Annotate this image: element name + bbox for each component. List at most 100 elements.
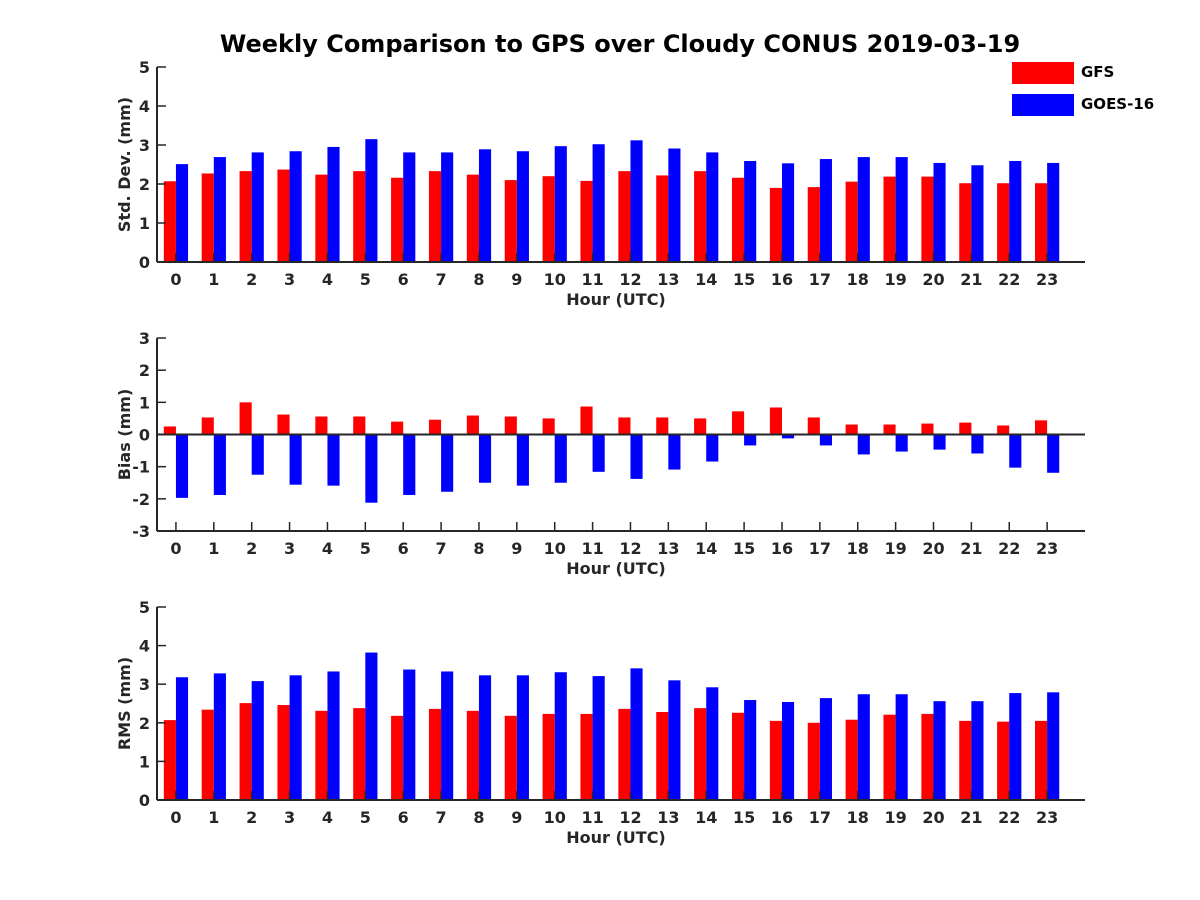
- rms-bar-gfs-hour-23: [1035, 720, 1048, 800]
- rms-bar-gfs-hour-2: [239, 703, 252, 800]
- std-dev-x-tick-label: 2: [246, 270, 257, 289]
- rms-bar-goes16-hour-4: [327, 671, 340, 800]
- rms-y-tick-label: 1: [139, 752, 150, 771]
- bias-bar-gfs-hour-12: [618, 417, 631, 435]
- bias-bar-gfs-hour-11: [580, 406, 593, 435]
- std-dev-bar-gfs-hour-21: [959, 183, 972, 262]
- std-dev-bar-goes16-hour-10: [554, 146, 567, 262]
- rms-bar-gfs-hour-1: [201, 709, 214, 800]
- bias-bar-goes16-hour-9: [516, 434, 529, 486]
- rms-bar-goes16-hour-8: [478, 675, 492, 800]
- bias-bar-gfs-hour-9: [504, 416, 517, 435]
- rms-bar-goes16-hour-14: [706, 687, 719, 800]
- rms-bar-gfs-hour-3: [277, 705, 290, 800]
- bias-x-tick-label: 11: [581, 539, 603, 558]
- rms-x-tick-label: 19: [884, 808, 906, 827]
- bias-bar-gfs-hour-3: [277, 414, 290, 435]
- rms-bar-goes16-hour-3: [289, 675, 302, 800]
- rms-bar-goes16-hour-6: [403, 669, 416, 800]
- std-dev-y-tick-label: 3: [139, 136, 150, 155]
- std-dev-bar-gfs-hour-20: [921, 176, 934, 262]
- legend-label-gfs: GFS: [1081, 63, 1115, 81]
- bias-bar-goes16-hour-11: [592, 434, 605, 472]
- rms-x-tick-label: 4: [322, 808, 333, 827]
- rms-bar-goes16-hour-18: [857, 694, 870, 800]
- rms-bar-gfs-hour-18: [845, 719, 858, 800]
- std-dev-bar-gfs-hour-16: [769, 187, 782, 262]
- rms-bar-gfs-hour-19: [883, 714, 896, 800]
- std-dev-bar-goes16-hour-17: [819, 159, 832, 262]
- rms-y-axis-label: RMS (mm): [115, 657, 134, 750]
- bias-bar-goes16-hour-3: [289, 434, 302, 485]
- rms-bar-gfs-hour-10: [542, 713, 555, 800]
- std-dev-x-tick-label: 0: [170, 270, 181, 289]
- std-dev-bar-gfs-hour-18: [845, 181, 858, 262]
- bias-x-tick-label: 10: [544, 539, 566, 558]
- bias-bar-gfs-hour-1: [201, 417, 214, 435]
- std-dev-bar-gfs-hour-9: [504, 180, 517, 262]
- bias-x-axis-label: Hour (UTC): [566, 559, 666, 578]
- rms-x-tick-label: 15: [733, 808, 755, 827]
- bias-x-tick-label: 19: [884, 539, 906, 558]
- rms-x-tick-label: 21: [960, 808, 982, 827]
- bias-y-axis-label: Bias (mm): [115, 389, 134, 481]
- std-dev-bar-goes16-hour-9: [516, 151, 529, 262]
- std-dev-bar-goes16-hour-23: [1047, 162, 1060, 262]
- rms-x-tick-label: 2: [246, 808, 257, 827]
- bias-bar-gfs-hour-19: [883, 424, 896, 435]
- bias-bar-goes16-hour-1: [213, 434, 226, 495]
- bias-bar-gfs-hour-17: [807, 417, 820, 435]
- std-dev-x-tick-label: 11: [581, 270, 603, 289]
- std-dev-bar-goes16-hour-7: [441, 152, 454, 262]
- bias-y-tick-label: 1: [139, 393, 150, 412]
- std-dev-x-tick-label: 3: [284, 270, 295, 289]
- std-dev-bar-goes16-hour-2: [251, 152, 264, 262]
- bias-bar-goes16-hour-22: [1009, 434, 1022, 468]
- bias-bar-goes16-hour-5: [365, 434, 378, 503]
- bias-bar-goes16-hour-7: [441, 434, 454, 492]
- std-dev-bar-goes16-hour-19: [895, 157, 908, 262]
- bias-bar-goes16-hour-2: [251, 434, 264, 475]
- std-dev-y-tick-label: 4: [139, 97, 150, 116]
- rms-x-tick-label: 10: [544, 808, 566, 827]
- rms-bar-gfs-hour-6: [391, 715, 404, 800]
- bias-x-tick-label: 5: [360, 539, 371, 558]
- std-dev-x-tick-label: 16: [771, 270, 793, 289]
- bias-bar-goes16-hour-10: [554, 434, 567, 483]
- bias-bar-gfs-hour-2: [239, 402, 252, 435]
- bias-bar-goes16-hour-18: [857, 434, 870, 455]
- rms-bar-goes16-hour-19: [895, 694, 908, 800]
- bias-x-tick-label: 17: [809, 539, 831, 558]
- bias-bar-gfs-hour-13: [656, 417, 669, 435]
- bias-bar-gfs-hour-16: [769, 407, 782, 435]
- bias-bar-goes16-hour-21: [971, 434, 984, 454]
- rms-bar-goes16-hour-17: [819, 698, 832, 800]
- rms-bar-gfs-hour-21: [959, 720, 972, 800]
- rms-bar-goes16-hour-15: [744, 700, 757, 800]
- rms-bar-goes16-hour-12: [630, 668, 643, 800]
- bias-bar-gfs-hour-6: [391, 421, 404, 435]
- rms-x-tick-label: 16: [771, 808, 793, 827]
- rms-bar-gfs-hour-8: [466, 710, 479, 800]
- std-dev-x-tick-label: 9: [511, 270, 522, 289]
- rms-bar-gfs-hour-4: [315, 710, 328, 800]
- std-dev-bar-gfs-hour-8: [466, 174, 479, 262]
- std-dev-x-tick-label: 7: [436, 270, 447, 289]
- rms-bar-goes16-hour-0: [175, 677, 189, 800]
- std-dev-bar-gfs-hour-22: [997, 183, 1010, 262]
- rms-x-tick-label: 0: [170, 808, 181, 827]
- std-dev-bar-gfs-hour-3: [277, 169, 290, 262]
- std-dev-bar-goes16-hour-16: [781, 163, 795, 262]
- std-dev-x-tick-label: 10: [544, 270, 566, 289]
- bias-x-tick-label: 14: [695, 539, 717, 558]
- std-dev-bar-gfs-hour-14: [694, 171, 707, 262]
- bias-x-tick-label: 15: [733, 539, 755, 558]
- std-dev-bar-gfs-hour-5: [353, 171, 366, 262]
- bias-x-tick-label: 20: [922, 539, 944, 558]
- rms-bar-goes16-hour-5: [365, 652, 378, 800]
- bias-x-tick-label: 12: [619, 539, 641, 558]
- bias-x-tick-label: 0: [170, 539, 181, 558]
- std-dev-x-tick-label: 18: [847, 270, 869, 289]
